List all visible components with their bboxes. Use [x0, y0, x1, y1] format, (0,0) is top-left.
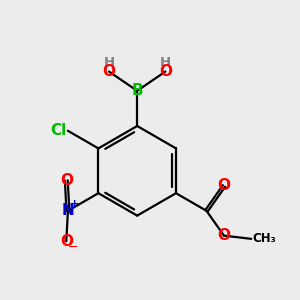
Text: H: H: [103, 56, 115, 69]
Text: O: O: [103, 64, 116, 79]
Text: O: O: [60, 234, 73, 249]
Text: −: −: [68, 241, 79, 254]
Text: +: +: [70, 199, 79, 209]
Text: O: O: [60, 173, 73, 188]
Text: B: B: [131, 83, 143, 98]
Text: O: O: [218, 178, 230, 194]
Text: O: O: [159, 64, 172, 79]
Text: CH₃: CH₃: [253, 232, 277, 245]
Text: N: N: [61, 203, 74, 218]
Text: Cl: Cl: [50, 123, 66, 138]
Text: H: H: [160, 56, 171, 69]
Text: O: O: [218, 228, 230, 243]
